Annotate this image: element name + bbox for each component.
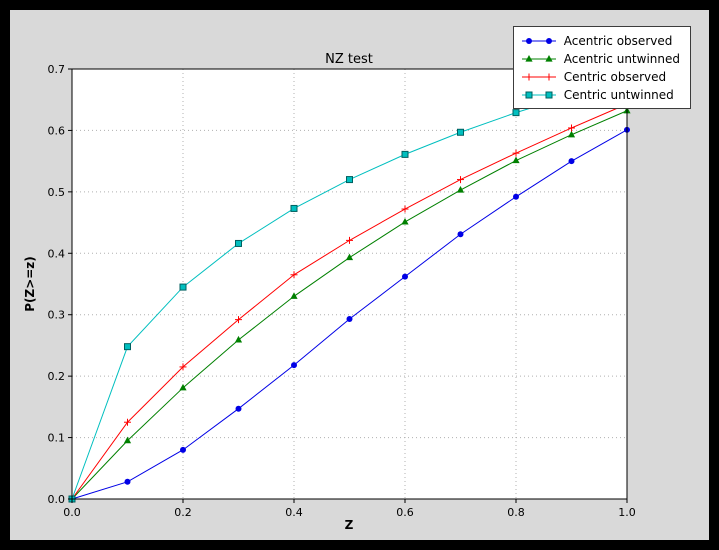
- y-tick-label: 0.7: [48, 63, 66, 76]
- circle-marker: [235, 405, 242, 412]
- plot-background: [72, 69, 627, 499]
- matplotlib-figure: 0.0 0.2 0.4 0.6 0.8 1.0 0.0 0.1 0.2 0.3 0.4 0.5 0.6 0…: [10, 10, 709, 540]
- circle-marker: [124, 478, 131, 485]
- triangle-marker: [512, 156, 520, 164]
- legend-item: Centric untwinned: [521, 87, 680, 102]
- axes-frame: [71, 68, 628, 500]
- triangle-marker: [290, 292, 298, 299]
- x-tick-label: 0.8: [507, 506, 525, 519]
- square-marker: [235, 239, 242, 247]
- triangle-marker: [567, 130, 576, 138]
- x-tick-label: 1.0: [618, 506, 636, 519]
- circle-marker: [568, 158, 575, 165]
- y-tick-label: 0.6: [48, 124, 66, 137]
- legend-label: Acentric untwinned: [563, 51, 680, 66]
- triangle-marker: [234, 335, 243, 343]
- y-tick-label: 0.0: [48, 493, 66, 506]
- triangle-marker: [123, 436, 132, 444]
- x-axis-label: Z: [345, 518, 354, 532]
- y-tick-label: 0.1: [48, 432, 66, 445]
- square-marker: [346, 176, 353, 184]
- legend-item: Centric observed: [521, 69, 680, 84]
- square-marker: [457, 128, 464, 136]
- square-marker: [124, 343, 131, 351]
- triangle-marker: [179, 383, 187, 391]
- square-marker: [512, 109, 520, 117]
- circle-marker: [513, 193, 519, 200]
- square-marker: [290, 204, 298, 212]
- legend-label: Centric untwinned: [563, 87, 674, 102]
- circle-marker: [525, 37, 532, 44]
- legend-label: Acentric observed: [563, 33, 673, 48]
- chart-layers: 0.0 0.2 0.4 0.6 0.8 1.0 0.0 0.1 0.2 0.3 0.4 0.5 0.6 0…: [48, 63, 636, 519]
- triangle-marker: [456, 186, 465, 193]
- y-axis-label: P(Z>=z): [23, 256, 37, 312]
- triangle-marker: [525, 54, 533, 62]
- x-tick-label: 0.0: [63, 506, 81, 519]
- triangle-marker: [545, 54, 553, 62]
- legend-label: Centric observed: [563, 69, 667, 84]
- y-tick-label: 0.4: [48, 247, 66, 260]
- triangle-legend-key: [521, 54, 556, 62]
- x-tick-label: 0.2: [174, 506, 192, 519]
- chart-title: NZ test: [325, 52, 373, 67]
- legend: Acentric observed Acentric untwinned Centr…: [512, 26, 691, 109]
- circle-marker: [402, 273, 408, 280]
- circle-marker: [346, 316, 353, 323]
- y-tick-label: 0.5: [48, 186, 66, 199]
- circle-marker: [457, 231, 464, 238]
- y-tick-label: 0.3: [48, 309, 66, 322]
- x-tick-label: 0.6: [396, 506, 414, 519]
- square-marker: [401, 150, 409, 158]
- legend-item: Acentric untwinned: [521, 51, 680, 66]
- triangle-marker: [401, 217, 409, 225]
- legend-item: Acentric observed: [521, 33, 680, 48]
- triangle-marker: [345, 253, 354, 261]
- circle-marker: [180, 446, 186, 453]
- square-legend-key: [521, 91, 556, 98]
- square-marker: [545, 91, 553, 98]
- circle-marker: [545, 37, 552, 44]
- x-tick-label: 0.4: [285, 506, 303, 519]
- square-marker: [179, 283, 187, 291]
- y-tick-label: 0.2: [48, 370, 66, 383]
- circle-marker: [291, 362, 297, 369]
- circle-legend-key: [521, 37, 556, 44]
- plus-legend-key: [521, 73, 556, 80]
- square-marker: [525, 91, 533, 98]
